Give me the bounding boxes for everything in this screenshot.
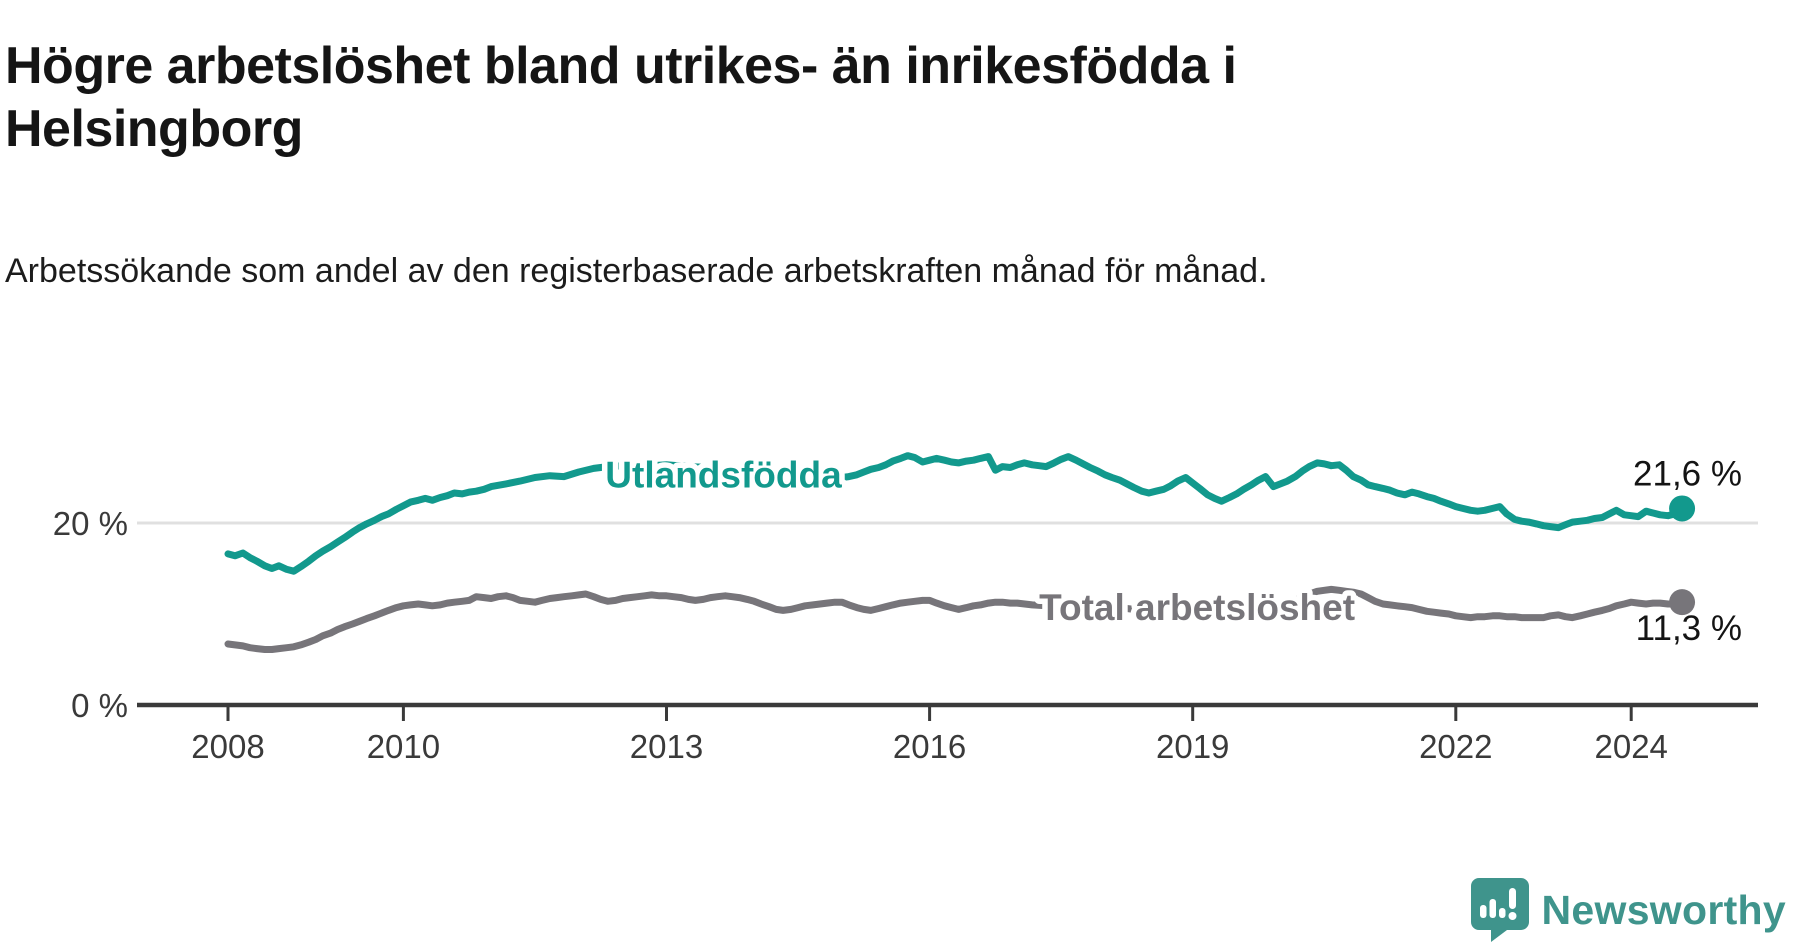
series-end-dot-utlandsfodda [1669, 495, 1696, 522]
newsworthy-logo-icon [1470, 878, 1529, 942]
x-axis-tick-label: 2013 [630, 728, 703, 765]
series-end-value-total: 11,3 % [1636, 609, 1742, 648]
y-axis-label: 0 % [71, 687, 128, 724]
series-line-total [224, 585, 1686, 653]
bar-chart-icon [1479, 888, 1516, 920]
series-line-utlandsfodda [224, 452, 1686, 575]
series-label-utlandsfodda: Utlandsfödda [605, 454, 842, 495]
x-axis-tick-label: 2016 [893, 728, 966, 765]
x-axis-tick-label: 2022 [1419, 728, 1492, 765]
unemployment-line-chart: 0 % 20 % 2008 2010 2013 2016 2019 2022 2024 Utlan… [53, 449, 1758, 765]
x-axis-tick-label: 2024 [1594, 728, 1667, 765]
page-title: Högre arbetslöshet bland utrikes- än inr… [5, 36, 1237, 159]
series-end-value-utlandsfodda: 21,6 % [1633, 454, 1742, 493]
newsworthy-logo: Newsworthy [1470, 878, 1787, 942]
newsworthy-logo-text: Newsworthy [1541, 886, 1786, 933]
series-end-dot-total [1669, 589, 1696, 616]
y-axis-label: 20 % [53, 505, 128, 542]
x-axis-tick-label: 2019 [1156, 728, 1229, 765]
x-axis-tick-label: 2008 [191, 728, 264, 765]
series-label-total: Total arbetslöshet [1039, 587, 1355, 628]
chart-subtitle: Arbetssökande som andel av den registerb… [5, 252, 1268, 290]
x-axis-tick-label: 2010 [367, 728, 440, 765]
